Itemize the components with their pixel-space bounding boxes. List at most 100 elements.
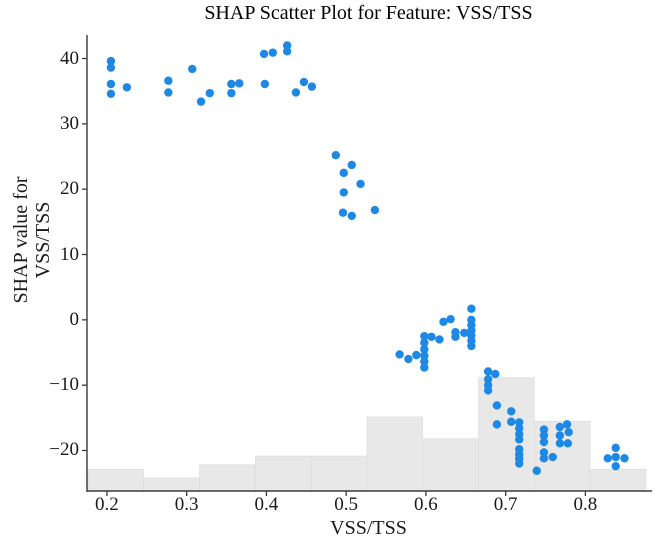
scatter-point: [106, 63, 116, 72]
scatter-point: [106, 89, 116, 98]
scatter-point: [227, 88, 236, 98]
scatter-point: [483, 375, 493, 384]
scatter-point: [356, 179, 365, 189]
scatter-point: [282, 41, 292, 50]
scatter-point: [620, 454, 629, 463]
scatter-point: [205, 88, 215, 98]
scatter-point: [539, 448, 549, 457]
scatter-point: [548, 452, 557, 462]
scatter-point: [106, 56, 116, 66]
scatter-point: [564, 428, 573, 437]
scatter-point: [539, 437, 549, 447]
histogram-bar: [366, 416, 424, 492]
scatter-point: [395, 350, 404, 359]
scatter-point: [260, 79, 270, 89]
histogram-bar: [254, 455, 312, 492]
scatter-point: [467, 304, 476, 313]
scatter-point: [259, 49, 269, 59]
scatter-point: [196, 97, 206, 106]
scatter-point: [611, 452, 620, 462]
y-tick-label: 30: [60, 112, 79, 134]
y-tick-label: −20: [49, 439, 79, 461]
scatter-point: [491, 369, 500, 379]
y-tick-label: 20: [60, 178, 79, 200]
scatter-point: [188, 64, 197, 74]
scatter-point: [420, 338, 429, 347]
scatter-point: [122, 83, 132, 92]
scatter-point: [451, 332, 460, 342]
histogram-bar: [143, 477, 200, 492]
scatter-point: [539, 431, 549, 440]
scatter-point: [370, 205, 380, 215]
scatter-point: [483, 367, 493, 376]
scatter-point: [427, 332, 436, 342]
scatter-point: [563, 439, 573, 448]
scatter-point: [164, 88, 173, 97]
scatter-point: [515, 459, 524, 468]
scatter-point: [555, 431, 565, 440]
scatter-point: [404, 354, 413, 364]
histogram-bar: [199, 464, 256, 492]
x-tick-label: 0.4: [254, 494, 279, 515]
scatter-point: [307, 82, 317, 91]
y-tick-label: 40: [60, 47, 79, 69]
scatter-point: [106, 79, 116, 89]
scatter-point: [420, 331, 429, 341]
histogram-bar: [589, 468, 647, 492]
scatter-point: [492, 401, 502, 410]
scatter-point: [339, 168, 348, 178]
scatter-point: [347, 211, 356, 221]
scatter-point: [539, 454, 549, 463]
x-tick-label: 0.5: [334, 494, 359, 515]
y-axis-label-line2: VSS/TSS: [32, 201, 54, 279]
x-tick-label: 0.3: [174, 494, 199, 515]
scatter-point: [562, 420, 572, 429]
histogram-bar: [87, 468, 144, 492]
scatter-point: [227, 79, 236, 89]
y-tick-label: −10: [49, 374, 79, 396]
scatter-point: [539, 425, 549, 434]
scatter-point: [412, 350, 421, 360]
scatter-point: [555, 422, 565, 432]
histogram-bar: [478, 377, 535, 492]
scatter-point: [268, 48, 278, 57]
x-axis-label: VSS/TSS: [330, 517, 407, 539]
scatter-point: [459, 328, 469, 338]
histogram-bar: [310, 455, 368, 492]
histogram-bar: [422, 438, 479, 492]
scatter-point: [483, 386, 493, 395]
scatter-point: [164, 76, 173, 85]
scatter-point: [299, 77, 309, 87]
scatter-point: [515, 418, 524, 427]
scatter-point: [446, 314, 455, 324]
scatter-point: [420, 363, 429, 372]
x-tick-label: 0.2: [95, 494, 119, 515]
scatter-point: [532, 466, 541, 475]
scatter-point: [331, 151, 341, 160]
scatter-point: [339, 188, 348, 197]
scatter-point: [291, 88, 301, 97]
scatter-point: [420, 357, 429, 366]
x-tick-label: 0.6: [414, 494, 438, 515]
scatter-point: [611, 461, 620, 471]
scatter-point: [611, 443, 620, 453]
scatter-point: [420, 351, 429, 360]
scatter-point: [555, 439, 565, 448]
chart-title: SHAP Scatter Plot for Feature: VSS/TSS: [204, 2, 533, 24]
scatter-point: [435, 335, 444, 344]
scatter-point: [507, 417, 516, 426]
scatter-point: [420, 345, 429, 354]
scatter-point: [282, 47, 292, 56]
scatter-point: [338, 208, 348, 217]
scatter-point: [492, 420, 502, 429]
scatter-point: [515, 424, 524, 433]
x-tick-label: 0.8: [573, 494, 598, 515]
scatter-point: [507, 407, 516, 416]
y-tick-label: 10: [60, 243, 79, 265]
scatter-point: [603, 454, 612, 463]
scatter-point: [467, 341, 476, 351]
y-tick-label: 0: [69, 308, 80, 330]
scatter-point: [515, 435, 524, 444]
